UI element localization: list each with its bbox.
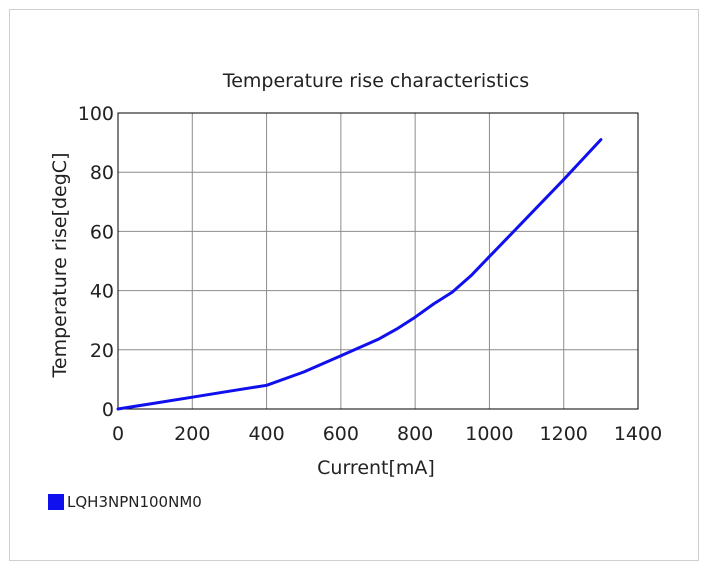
y-tick-label: 100	[78, 103, 114, 125]
legend-label: LQH3NPN100NM0	[67, 493, 202, 511]
legend-swatch	[48, 494, 64, 510]
x-tick-label: 800	[397, 423, 433, 445]
y-tick-label: 80	[90, 162, 114, 184]
series-line	[116, 138, 603, 411]
x-tick-label: 0	[112, 423, 124, 445]
chart-ticks: 0 200 400 600 800 1000 1200 1400 0 20 40 60 80 100	[78, 103, 662, 445]
y-tick-label: 20	[90, 340, 114, 362]
plot-area-border	[117, 112, 639, 410]
chart-series	[116, 138, 603, 411]
x-tick-label: 200	[174, 423, 210, 445]
x-axis-label: Current[mA]	[317, 457, 435, 479]
x-tick-label: 1200	[540, 423, 588, 445]
chart-title: Temperature rise characteristics	[222, 70, 529, 92]
chart-grid	[117, 112, 639, 410]
y-tick-label: 60	[90, 221, 114, 243]
x-tick-label: 1000	[465, 423, 513, 445]
x-tick-label: 400	[248, 423, 284, 445]
y-tick-label: 40	[90, 281, 114, 303]
y-tick-label: 0	[102, 399, 114, 421]
y-axis-label: Temperature rise[degC]	[49, 153, 71, 379]
x-tick-label: 600	[323, 423, 359, 445]
chart-legend: LQH3NPN100NM0	[48, 493, 202, 511]
x-tick-label: 1400	[614, 423, 662, 445]
chart-frame	[9, 9, 699, 561]
